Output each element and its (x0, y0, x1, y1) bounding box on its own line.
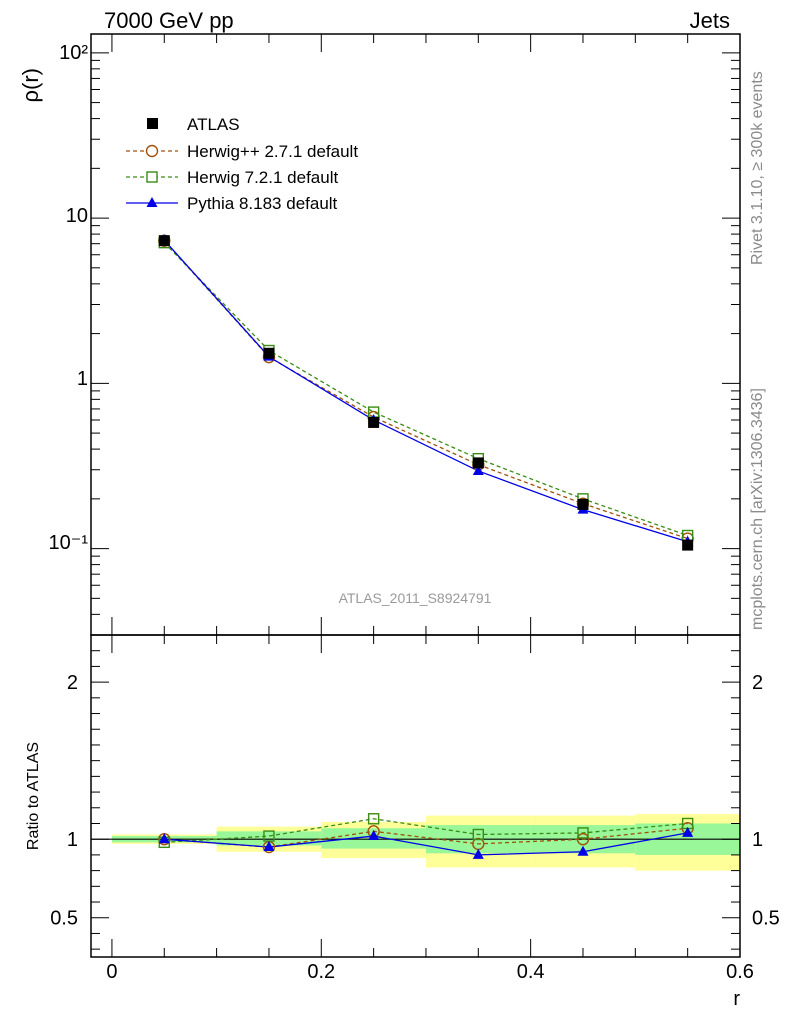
ratio-axes (91, 634, 741, 957)
data-point-atlas (682, 539, 694, 551)
ratio-series-lines (164, 818, 688, 856)
side-label-mcplots: mcplots.cern.ch [arXiv:1306.3436] (749, 388, 766, 630)
ratio-y-tick-label-right: 1 (752, 829, 763, 851)
legend-marker-herwig7 (146, 171, 158, 183)
data-point-pythia (472, 464, 484, 475)
analysis-watermark: ATLAS_2011_S8924791 (339, 590, 492, 606)
legend-entry-atlas: ATLAS (147, 115, 240, 134)
header-right: Jets (690, 8, 730, 33)
legend-label-pythia: Pythia 8.183 default (187, 194, 338, 213)
legend: ATLAS Herwig++ 2.7.1 default Herwig 7.2.… (126, 115, 358, 213)
header-left: 7000 GeV pp (104, 8, 234, 33)
ratio-y-tick-label-right: 0.5 (752, 908, 780, 930)
legend-entry-herwigpp: Herwig++ 2.7.1 default (126, 142, 358, 161)
y-tick-label-10: 10 (66, 205, 88, 227)
ratio-point-pythia (263, 841, 275, 852)
ratio-point-herwig7 (472, 828, 485, 841)
ratio-frame (90, 634, 741, 958)
ratio-point-herwigpp (576, 832, 590, 846)
legend-label-herwig7: Herwig 7.2.1 default (187, 168, 338, 187)
data-point-atlas (158, 235, 170, 247)
data-point-atlas (368, 416, 380, 428)
ratio-point-pythia (682, 826, 694, 837)
ratio-point-herwig7 (367, 813, 380, 825)
main-series-markers (158, 234, 694, 551)
ratio-y-tick-label-left: 1 (67, 829, 78, 851)
ratio-y-tick-label-left: 0.5 (50, 908, 78, 930)
series-line-pythia (163, 239, 688, 543)
x-axis-label: r (733, 988, 740, 1010)
ratio-point-pythia (577, 845, 589, 856)
ratio-panel: Ratio to ATLAS r 0.5 0.5 1 1 2 2 0 0.2 0.4 0.6 (25, 634, 780, 1010)
ratio-tick-labels: 0.5 0.5 1 1 2 2 0 0.2 0.4 0.6 (50, 672, 780, 983)
x-tick-label: 0 (106, 961, 117, 983)
legend-marker-pythia (146, 197, 158, 207)
data-point-atlas (472, 457, 484, 469)
ratio-point-pythia (158, 833, 170, 844)
ratio-line-herwig7 (164, 818, 688, 843)
ratio-y-axis-label: Ratio to ATLAS (25, 742, 42, 850)
ratio-y-tick-label-right: 2 (752, 672, 763, 694)
main-series-lines (163, 239, 688, 543)
data-point-atlas (263, 347, 275, 359)
x-tick-label: 0.6 (726, 961, 754, 983)
y-tick-label-1: 1 (77, 368, 88, 390)
y-tick-label-0.1: 10⁻¹ (49, 532, 89, 554)
legend-entry-pythia: Pythia 8.183 default (126, 194, 338, 213)
ratio-line-pythia (164, 832, 688, 856)
main-y-axis-label: ρ(r) (18, 68, 43, 103)
uncertainty-band-inner (216, 831, 322, 846)
side-label-rivet: Rivet 3.1.10, ≥ 300k events (749, 71, 766, 265)
y-tick-label-100: 10² (59, 42, 88, 64)
x-tick-label: 0.2 (307, 961, 335, 983)
ratio-point-herwig7 (577, 827, 589, 839)
ratio-point-pythia (472, 848, 484, 859)
legend-marker-herwigpp (145, 144, 159, 158)
legend-label-atlas: ATLAS (187, 115, 240, 134)
data-point-atlas (577, 498, 589, 510)
ratio-y-tick-label-left: 2 (67, 672, 78, 694)
legend-label-herwigpp: Herwig++ 2.7.1 default (187, 142, 358, 161)
legend-marker-atlas (147, 118, 158, 129)
x-tick-label: 0.4 (517, 961, 545, 983)
main-panel: ATLAS_2011_S8924791 ρ(r) 10 1 10⁻¹ 10² A… (18, 33, 741, 636)
series-line-herwigpp (163, 240, 688, 540)
series-line-herwig7 (163, 242, 688, 537)
legend-entry-herwig7: Herwig 7.2.1 default (126, 168, 338, 187)
ratio-series-markers (158, 813, 694, 859)
ratio-point-pythia (368, 830, 380, 841)
